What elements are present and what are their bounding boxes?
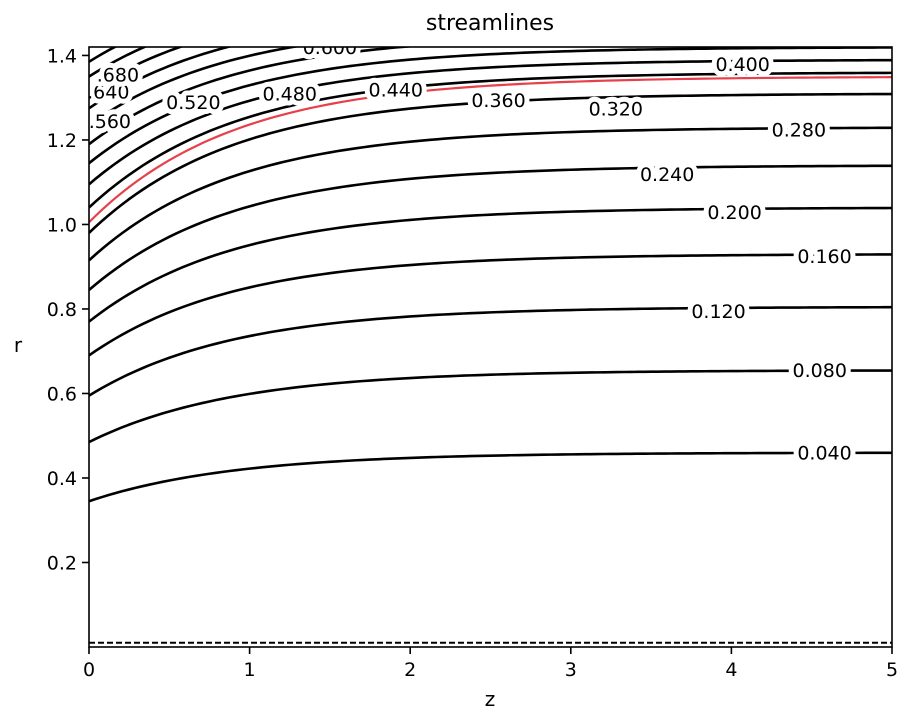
x-tick-label-0: 0 (83, 659, 95, 681)
contour-label-14: 0.600 (303, 37, 357, 59)
contour-line-5 (89, 164, 892, 291)
contour-line-1 (89, 369, 892, 444)
contour-line-4 (89, 206, 892, 323)
contour-line-13 (89, 47, 233, 110)
highlight-streamline (89, 76, 892, 224)
contour-line-3 (89, 253, 892, 357)
y-tick-label-6: 1.4 (47, 45, 77, 67)
x-tick-label-5: 5 (886, 659, 898, 681)
x-tick-label-2: 2 (404, 659, 416, 681)
contour-line-12 (89, 47, 301, 127)
contour-label-4: 0.200 (707, 202, 761, 224)
plot-frame (88, 46, 893, 648)
axes: 0 1 2 3 4 5 0.2 0.4 0.6 0.8 1.0 1.2 1.4 (47, 45, 898, 681)
y-tick-label-3: 0.8 (47, 299, 77, 321)
contour-label-7: 0.320 (589, 98, 643, 120)
contour-line-2 (89, 305, 892, 397)
y-tick-label-1: 0.4 (47, 468, 77, 490)
contour-label-11: 0.480 (263, 83, 317, 105)
x-axis-label: z (485, 687, 496, 711)
contour-label-15: .640 (87, 81, 129, 103)
contour-label-12: 0.520 (166, 92, 220, 114)
x-tick-label-3: 3 (565, 659, 577, 681)
contour-line-8 (89, 71, 892, 209)
contour-label-13: .560 (89, 111, 131, 133)
contour-labels: 0.040 0.080 0.120 0.160 0.200 0.240 0.280 0.320… (87, 37, 857, 470)
contour-label-3: 0.160 (797, 246, 851, 268)
contour-label-9: 0.400 (715, 54, 769, 76)
contour-line-0 (89, 451, 892, 503)
chart-title: streamlines (426, 11, 554, 36)
contour-line-10 (89, 47, 892, 165)
y-tick-label-4: 1.0 (47, 214, 77, 236)
contour-line-11 (89, 47, 417, 146)
contour-label-8: 0.360 (471, 90, 525, 112)
x-tick-label-4: 4 (725, 659, 737, 681)
contour-label-0: 0.040 (797, 443, 851, 465)
contour-line-9 (89, 58, 892, 186)
contour-line-6 (89, 126, 892, 262)
y-tick-label-2: 0.6 (47, 383, 77, 405)
y-tick-label-0: 0.2 (47, 552, 77, 574)
contour-label-16: .680 (97, 64, 139, 86)
contour-label-6: 0.280 (772, 119, 826, 141)
y-axis-label: r (14, 333, 23, 357)
contour-label-1: 0.080 (793, 360, 847, 382)
contour-lines (89, 47, 892, 644)
contour-label-5: 0.240 (640, 164, 694, 186)
contour-line-7 (89, 92, 892, 234)
y-tick-label-5: 1.2 (47, 130, 77, 152)
contour-label-2: 0.120 (691, 301, 745, 323)
contour-label-10: 0.440 (369, 79, 423, 101)
x-tick-label-1: 1 (244, 659, 256, 681)
